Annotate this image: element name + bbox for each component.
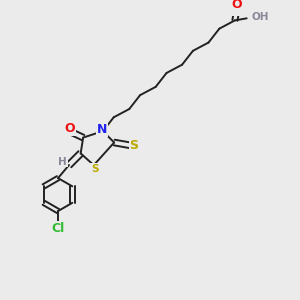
Text: O: O: [231, 0, 242, 11]
Text: H: H: [58, 157, 67, 166]
Text: S: S: [130, 139, 139, 152]
Text: N: N: [97, 123, 107, 136]
Text: Cl: Cl: [51, 222, 65, 235]
Text: S: S: [91, 164, 99, 174]
Text: O: O: [64, 122, 75, 135]
Text: OH: OH: [252, 13, 269, 22]
